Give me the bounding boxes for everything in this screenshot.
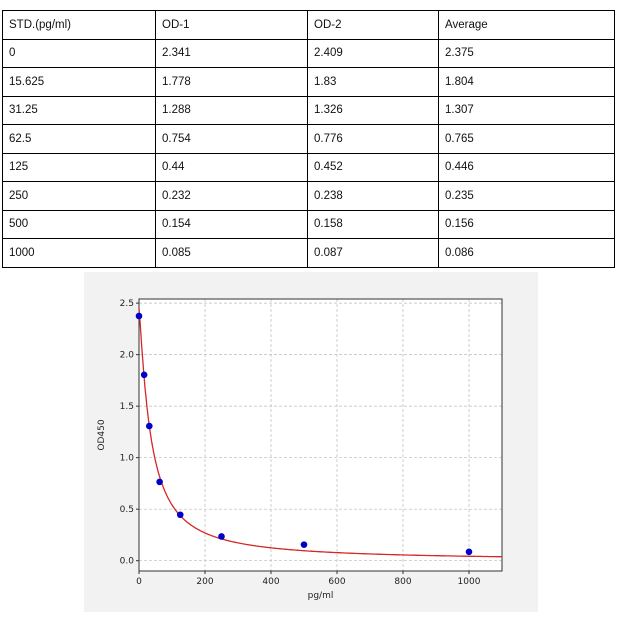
table-cell: 0.085: [155, 238, 308, 268]
table-cell: Average: [438, 10, 615, 40]
standard-curve-figure: 0 200 400 600 800 1000 0.0 0.5 1.0 1.5 2.0 2.5 pg/ml…: [84, 272, 538, 612]
table-header-row: STD.(pg/ml) OD-1 OD-2 Average: [2, 10, 615, 40]
table-cell: 0.765: [438, 124, 615, 154]
table-cell: 0.154: [155, 209, 308, 239]
table-row: 31.25 1.288 1.326 1.307: [2, 95, 615, 125]
standard-curve-chart: 0 200 400 600 800 1000 0.0 0.5 1.0 1.5 2.0 2.5 pg/ml…: [97, 298, 503, 601]
table-row: 0 2.341 2.409 2.375: [2, 38, 615, 68]
x-axis-label: pg/ml: [308, 591, 334, 601]
table-cell: 62.5: [2, 124, 156, 154]
table-cell: 0.156: [438, 209, 615, 239]
y-axis-label: OD450: [97, 419, 107, 450]
x-tick-label: 800: [394, 577, 411, 587]
table-cell: 1.778: [155, 67, 308, 97]
table-cell: 31.25: [2, 95, 156, 125]
table-cell: OD-1: [155, 10, 308, 40]
data-point: [465, 548, 473, 556]
table-cell: 1.326: [307, 95, 439, 125]
table-cell: 0.754: [155, 124, 308, 154]
y-tick-label: 0.5: [120, 505, 134, 515]
table-cell: 2.341: [155, 38, 308, 68]
x-tick-label: 0: [136, 577, 142, 587]
table-cell: 1000: [2, 238, 156, 268]
table-cell: 500: [2, 209, 156, 239]
table-cell: 0.446: [438, 152, 615, 182]
table-cell: 2.409: [307, 38, 439, 68]
table-row: 500 0.154 0.158 0.156: [2, 209, 615, 239]
table-cell: 0.452: [307, 152, 439, 182]
table-cell: 0.232: [155, 181, 308, 211]
table-cell: 2.375: [438, 38, 615, 68]
data-point: [218, 533, 225, 540]
table-row: 15.625 1.778 1.83 1.804: [2, 67, 615, 97]
table-cell: 0.776: [307, 124, 439, 154]
table-cell: STD.(pg/ml): [2, 10, 156, 40]
table-cell: 0: [2, 38, 156, 68]
table-row: 250 0.232 0.238 0.235: [2, 181, 615, 211]
table-cell: 15.625: [2, 67, 156, 97]
table-cell: 0.086: [438, 238, 615, 268]
fit-curve: [138, 308, 502, 558]
x-tick-label: 200: [196, 577, 213, 587]
table-cell: 0.238: [307, 181, 439, 211]
table-cell: 1.804: [438, 67, 615, 97]
table-cell: 0.235: [438, 181, 615, 211]
table-cell: 250: [2, 181, 156, 211]
table-cell: 1.288: [155, 95, 308, 125]
y-tick-label: 1.0: [120, 454, 135, 464]
table-row: 1000 0.085 0.087 0.086: [2, 238, 615, 268]
x-tick-label: 1000: [458, 577, 481, 587]
table-cell: OD-2: [307, 10, 439, 40]
table-cell: 0.44: [155, 152, 308, 182]
data-point: [300, 541, 308, 548]
table-cell: 1.83: [307, 67, 439, 97]
y-tick-label: 2.0: [120, 351, 135, 361]
data-point: [156, 478, 163, 486]
data-point: [146, 422, 153, 430]
y-tick-label: 1.5: [120, 402, 134, 412]
axes-frame: [138, 298, 503, 572]
y-tick-label: 0.0: [120, 557, 135, 567]
data-point: [140, 371, 148, 379]
table-cell: 125: [2, 152, 156, 182]
table-row: 62.5 0.754 0.776 0.765: [2, 124, 615, 154]
table-row: 125 0.44 0.452 0.446: [2, 152, 615, 182]
data-point: [176, 511, 184, 519]
table-cell: 1.307: [438, 95, 615, 125]
data-point: [135, 312, 143, 320]
table-cell: 0.158: [307, 209, 439, 239]
plot-area: [139, 299, 502, 571]
y-tick-label: 2.5: [120, 299, 134, 309]
x-tick-label: 600: [328, 577, 345, 587]
table-cell: 0.087: [307, 238, 439, 268]
standard-table: STD.(pg/ml) OD-1 OD-2 Average 0 2.341 2.409 2.3…: [2, 10, 615, 268]
x-tick-label: 400: [262, 577, 279, 587]
